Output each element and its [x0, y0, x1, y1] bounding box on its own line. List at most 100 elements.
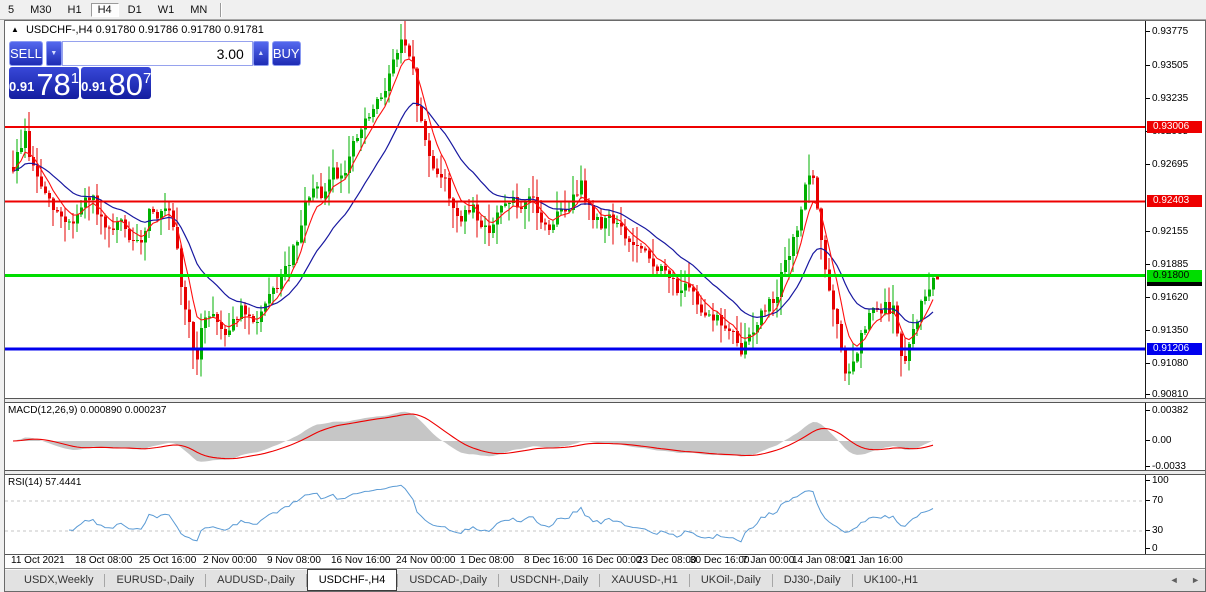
- price-chart-canvas[interactable]: ▲ USDCHF-,H4 0.91780 0.91786 0.91780 0.9…: [5, 21, 1146, 398]
- buy-price-pip: 7: [142, 70, 152, 87]
- axis-tick-label: 70: [1146, 495, 1163, 507]
- tab-separator: [599, 574, 601, 587]
- buy-button[interactable]: BUY: [271, 41, 301, 66]
- axis-tick-label: 0.93775: [1146, 26, 1188, 38]
- chart-symbol-period: USDCHF-,H4: [25, 24, 93, 36]
- toolbar-separator: [220, 2, 223, 17]
- axis-tick-label: 0.93235: [1146, 93, 1188, 105]
- volume-increase-button[interactable]: ▲: [252, 41, 269, 66]
- rsi-axis: 100 70 30 0: [1146, 475, 1205, 554]
- collapse-icon[interactable]: ▲: [11, 25, 19, 34]
- level-price-tag: 0.93006: [1147, 121, 1202, 133]
- macd-label: MACD(12,26,9) 0.000890 0.000237: [8, 405, 167, 416]
- time-axis-label: 2 Nov 00:00: [203, 555, 257, 566]
- axis-tick-label: 30: [1146, 525, 1163, 537]
- chart-ohlc-values: 0.91780 0.91786 0.91780 0.91781: [95, 24, 264, 36]
- macd-axis: 0.00382 0.00 -0.0033: [1146, 403, 1205, 470]
- pane-splitter-macd[interactable]: [5, 398, 1205, 403]
- axis-tick-label: 100: [1146, 475, 1169, 487]
- tab-separator: [497, 574, 499, 587]
- tab-eurusd-daily[interactable]: EURUSD-,Daily: [116, 574, 195, 586]
- tab-usdcnh-daily[interactable]: USDCNH-,Daily: [509, 574, 589, 586]
- chart-tab-bar: USDX,Weekly EURUSD-,Daily AUDUSD-,Daily USD…: [5, 568, 1205, 591]
- timeframe-5[interactable]: 5: [8, 3, 15, 16]
- price-axis: 0.937750.935050.932350.929650.926950.921…: [1146, 21, 1205, 398]
- tab-scroll-controls: ◄ ►: [1160, 575, 1200, 585]
- time-axis: 11 Oct 2021 18 Oct 08:00 25 Oct 16:00 2 Nov…: [5, 554, 1205, 568]
- sell-price-pip: 1: [70, 70, 80, 87]
- tab-usdx-weekly[interactable]: USDX,Weekly: [24, 574, 94, 586]
- axis-tick-label: 0.90810: [1146, 389, 1188, 398]
- timeframe-h4[interactable]: H4: [90, 2, 119, 17]
- volume-stepper: ▼ ▲: [45, 41, 269, 66]
- tabs-scroll-left-icon[interactable]: ◄: [1169, 575, 1179, 585]
- time-axis-label: 7 Jan 00:00: [742, 555, 795, 566]
- macd-indicator-canvas[interactable]: MACD(12,26,9) 0.000890 0.000237: [5, 403, 1146, 470]
- axis-tick-label: 0.92155: [1146, 226, 1188, 238]
- volume-decrease-button[interactable]: ▼: [45, 41, 62, 66]
- axis-tick-label: 0.00382: [1146, 405, 1188, 417]
- sell-button[interactable]: SELL: [9, 41, 43, 66]
- sell-price-display[interactable]: 0.91 78 1: [9, 67, 80, 102]
- time-axis-label: 14 Jan 08:00: [792, 555, 850, 566]
- axis-tick-label: 0.00: [1146, 435, 1171, 447]
- chart-title: ▲ USDCHF-,H4 0.91780 0.91786 0.91780 0.9…: [11, 24, 264, 36]
- buy-price-display[interactable]: 0.91 80 7: [81, 67, 152, 102]
- axis-tick-label: 0.91350: [1146, 325, 1188, 337]
- sell-price-prefix: 0.91: [9, 79, 35, 94]
- timeframe-w1[interactable]: W1: [157, 3, 175, 16]
- level-price-tag: 0.91800: [1147, 270, 1202, 282]
- axis-tick-label: -0.0033: [1146, 461, 1186, 470]
- time-axis-label: 30 Dec 16:00: [690, 555, 750, 566]
- volume-input[interactable]: [61, 41, 253, 66]
- buy-price-digits: 80: [108, 67, 143, 102]
- tab-separator: [688, 574, 690, 587]
- axis-tick-label: 0.91080: [1146, 358, 1188, 370]
- level-price-tag: 0.92403: [1147, 195, 1202, 207]
- time-axis-label: 25 Oct 16:00: [139, 555, 197, 566]
- tab-separator: [771, 574, 773, 587]
- tab-separator: [397, 574, 399, 587]
- tab-separator: [851, 574, 853, 587]
- axis-tick-label: 0.91885: [1146, 259, 1188, 271]
- pane-splitter-rsi[interactable]: [5, 470, 1205, 475]
- level-price-tag: 0.91206: [1147, 343, 1202, 355]
- rsi-indicator-canvas[interactable]: RSI(14) 57.4441: [5, 475, 1146, 554]
- time-axis-label: 1 Dec 08:00: [460, 555, 514, 566]
- chart-window: ▲ USDCHF-,H4 0.91780 0.91786 0.91780 0.9…: [4, 20, 1206, 592]
- time-axis-label: 8 Dec 16:00: [524, 555, 578, 566]
- tab-uk100-h1[interactable]: UK100-,H1: [863, 574, 919, 586]
- axis-tick-label: 0.91620: [1146, 292, 1188, 304]
- time-axis-label: 9 Nov 08:00: [267, 555, 321, 566]
- tabs-scroll-right-icon[interactable]: ►: [1191, 575, 1200, 585]
- axis-tick-label: 0: [1146, 543, 1158, 554]
- tab-ukoil-daily[interactable]: UKOil-,Daily: [700, 574, 761, 586]
- tab-dj30-daily[interactable]: DJ30-,Daily: [783, 574, 841, 586]
- timeframe-h1[interactable]: H1: [67, 3, 82, 16]
- axis-tick-label: 0.93505: [1146, 60, 1188, 72]
- tab-xauusd-h1[interactable]: XAUUSD-,H1: [611, 574, 678, 586]
- timeframe-toolbar: 5 M30 H1 H4 D1 W1 MN: [0, 0, 1206, 20]
- timeframe-mn[interactable]: MN: [190, 3, 208, 16]
- tab-usdcad-daily[interactable]: USDCAD-,Daily: [409, 574, 487, 586]
- axis-tick-label: 0.92695: [1146, 159, 1188, 171]
- timeframe-m30[interactable]: M30: [30, 3, 52, 16]
- timeframe-d1[interactable]: D1: [127, 3, 142, 16]
- tab-separator: [104, 574, 106, 587]
- tab-separator: [205, 574, 207, 587]
- time-axis-label: 16 Dec 00:00: [582, 555, 642, 566]
- tab-usdchf-h4[interactable]: USDCHF-,H4: [306, 569, 398, 591]
- chart-tabs: USDX,Weekly EURUSD-,Daily AUDUSD-,Daily USD…: [5, 569, 929, 591]
- time-axis-label: 24 Nov 00:00: [396, 555, 456, 566]
- buy-price-prefix: 0.91: [81, 79, 107, 94]
- tab-audusd-daily[interactable]: AUDUSD-,Daily: [217, 574, 295, 586]
- time-axis-label: 23 Dec 08:00: [637, 555, 697, 566]
- time-axis-label: 11 Oct 2021: [11, 555, 65, 566]
- sell-price-digits: 78: [36, 67, 71, 102]
- time-axis-label: 16 Nov 16:00: [331, 555, 391, 566]
- rsi-label: RSI(14) 57.4441: [8, 477, 82, 488]
- tab-separator: [305, 574, 307, 587]
- time-axis-label: 18 Oct 08:00: [75, 555, 133, 566]
- time-axis-label: 21 Jan 16:00: [845, 555, 903, 566]
